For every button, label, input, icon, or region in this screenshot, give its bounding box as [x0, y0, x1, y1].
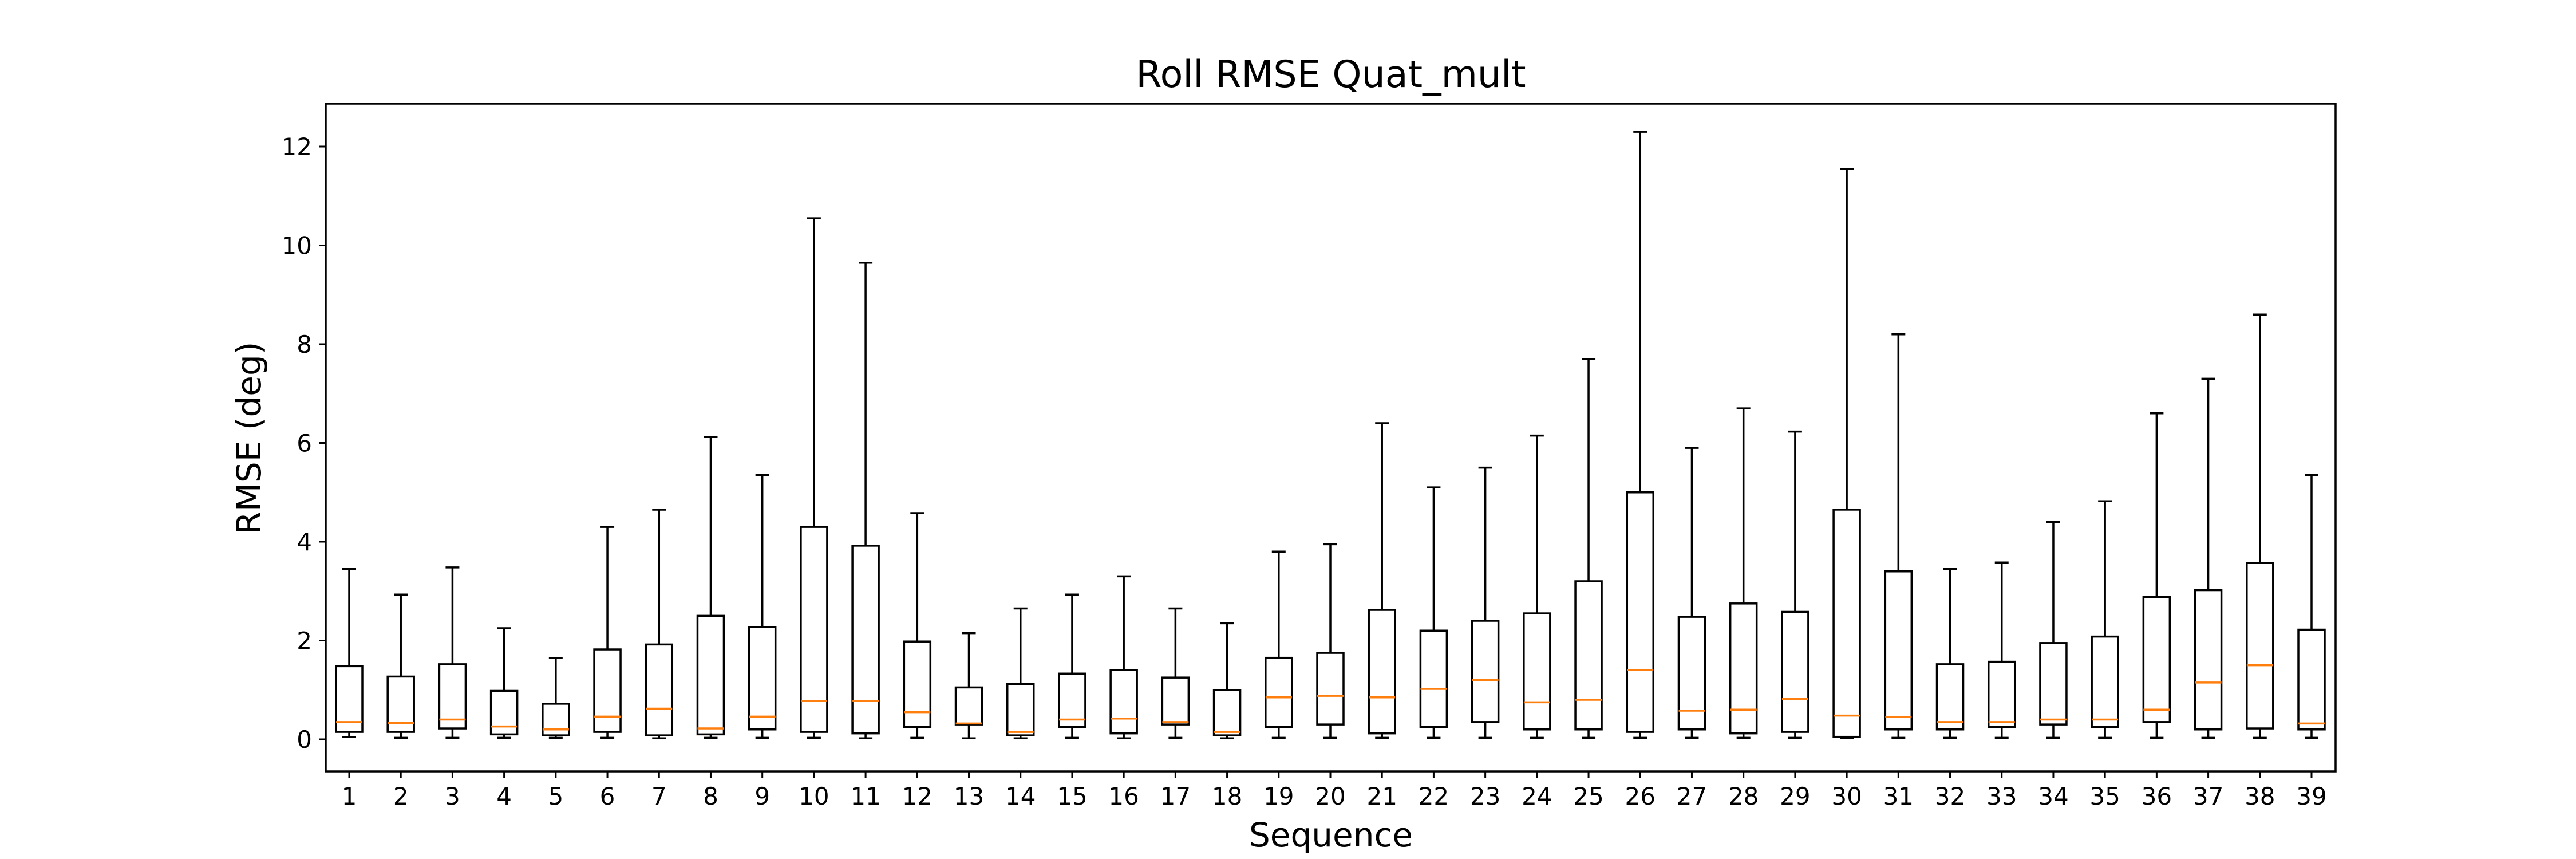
- box: [1419, 629, 1448, 728]
- x-tick-label: 6: [600, 782, 615, 810]
- box: [593, 648, 622, 733]
- box: [1109, 669, 1138, 735]
- x-tick-label: 2: [393, 782, 409, 810]
- x-tick-label: 17: [1160, 782, 1191, 810]
- x-tick-label: 27: [1677, 782, 1707, 810]
- x-tick-label: 21: [1366, 782, 1397, 810]
- x-tick-label: 35: [2089, 782, 2120, 810]
- x-tick-label: 10: [799, 782, 829, 810]
- box: [1316, 652, 1345, 726]
- box: [1626, 491, 1655, 733]
- x-tick-label: 29: [1780, 782, 1810, 810]
- box: [1212, 689, 1242, 736]
- x-tick-label: 25: [1573, 782, 1603, 810]
- x-tick-label: 37: [2193, 782, 2223, 810]
- box: [1006, 683, 1035, 736]
- box: [1935, 663, 1965, 731]
- x-tick-label: 12: [902, 782, 933, 810]
- box: [2091, 635, 2119, 728]
- y-tick-label: 4: [297, 528, 312, 556]
- x-tick-label: 18: [1212, 782, 1242, 810]
- box: [1161, 676, 1190, 726]
- box: [2246, 562, 2274, 730]
- plot-frame: [325, 103, 2337, 773]
- y-tick-label: 2: [297, 627, 312, 655]
- box: [954, 686, 983, 726]
- x-tick-label: 4: [496, 782, 512, 810]
- box: [903, 640, 932, 728]
- x-tick-label: 13: [954, 782, 984, 810]
- box: [2039, 642, 2068, 726]
- y-axis-label: RMSE (deg): [230, 342, 268, 535]
- x-tick-label: 24: [1522, 782, 1552, 810]
- x-tick-label: 31: [1883, 782, 1914, 810]
- box: [2194, 589, 2223, 731]
- box: [1523, 612, 1551, 731]
- x-tick-label: 36: [2142, 782, 2172, 810]
- y-tick-label: 8: [297, 330, 312, 358]
- box: [1781, 610, 1809, 733]
- box: [1677, 616, 1706, 731]
- box: [1058, 672, 1086, 728]
- y-tick-label: 0: [297, 726, 312, 754]
- x-tick-label: 16: [1108, 782, 1139, 810]
- x-tick-label: 5: [548, 782, 563, 810]
- box: [851, 545, 880, 735]
- x-tick-label: 22: [1419, 782, 1449, 810]
- x-tick-label: 7: [651, 782, 667, 810]
- y-tick-label: 12: [282, 133, 312, 161]
- box: [542, 703, 570, 736]
- box: [1471, 620, 1500, 723]
- box: [2297, 628, 2326, 731]
- x-tick-label: 9: [754, 782, 770, 810]
- x-axis-label: Sequence: [1249, 815, 1413, 854]
- box: [1729, 602, 1758, 735]
- x-tick-label: 3: [445, 782, 460, 810]
- box: [645, 643, 674, 736]
- x-tick-label: 15: [1057, 782, 1087, 810]
- box: [2142, 596, 2171, 723]
- box: [800, 526, 828, 733]
- x-tick-label: 8: [703, 782, 718, 810]
- x-tick-label: 20: [1315, 782, 1345, 810]
- box: [438, 663, 467, 730]
- x-tick-label: 19: [1263, 782, 1294, 810]
- x-tick-label: 28: [1728, 782, 1759, 810]
- box: [1265, 656, 1293, 728]
- box: [335, 665, 364, 733]
- box: [1987, 660, 2016, 728]
- box: [1368, 609, 1396, 735]
- box: [1884, 570, 1913, 731]
- x-tick-label: 38: [2245, 782, 2275, 810]
- box: [696, 614, 725, 736]
- box: [748, 626, 777, 731]
- x-tick-label: 34: [2038, 782, 2068, 810]
- x-tick-label: 30: [1831, 782, 1862, 810]
- chart-title: Roll RMSE Quat_mult: [1136, 53, 1526, 96]
- box: [489, 689, 519, 736]
- y-tick-label: 6: [297, 430, 312, 458]
- box: [1832, 509, 1861, 738]
- x-tick-label: 39: [2296, 782, 2326, 810]
- x-tick-label: 1: [342, 782, 357, 810]
- x-tick-label: 23: [1470, 782, 1500, 810]
- x-tick-label: 26: [1625, 782, 1656, 810]
- y-tick-label: 10: [282, 232, 312, 260]
- x-tick-label: 14: [1005, 782, 1036, 810]
- x-tick-label: 33: [1986, 782, 2017, 810]
- box: [1574, 580, 1603, 731]
- box: [386, 675, 415, 733]
- x-tick-label: 11: [850, 782, 880, 810]
- x-tick-label: 32: [1935, 782, 1965, 810]
